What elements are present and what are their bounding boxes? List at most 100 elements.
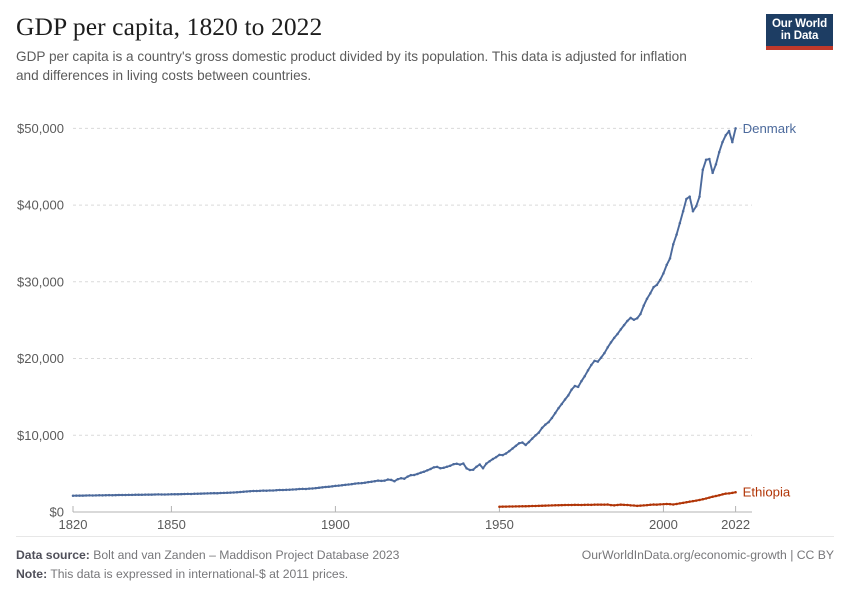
series-point [573,503,577,507]
series-point [619,503,623,506]
series-point [193,492,196,496]
series-point [642,304,645,307]
series-point [491,457,495,461]
series-point [612,336,616,340]
y-axis-tick-label: $0 [50,505,64,520]
series-point [481,467,485,470]
series-point [150,493,153,496]
series-point [635,504,639,508]
series-point [731,491,734,495]
series-point [658,278,662,282]
series-point [311,487,314,490]
series-point [111,493,114,497]
series-point [357,482,360,485]
series-point [537,431,541,434]
series-point [452,462,455,466]
series-point [524,505,527,508]
series-point [675,502,678,506]
x-axis-tick-label: 2000 [649,517,678,532]
series-point [514,505,518,508]
series-point [622,323,626,327]
x-axis [72,506,752,513]
series-point [84,494,88,497]
series-point [685,197,688,201]
series-point [586,369,590,372]
series-point [196,492,199,495]
series-point [117,493,121,497]
series-point [301,487,304,491]
series-point [324,485,327,489]
owid-logo[interactable]: Our World in Data [766,14,833,50]
series-point [422,470,426,473]
series-point [327,485,331,489]
series-point [668,502,672,506]
series-point [504,505,508,508]
series-point [603,351,606,355]
series-point [573,384,577,388]
series-point [419,471,422,474]
series-point [225,491,229,495]
series-point [222,491,226,495]
series-point [619,328,623,331]
series-point [124,493,127,497]
series-point [530,437,534,440]
series-point [229,491,232,494]
series-point [376,479,380,482]
series-point [698,498,701,502]
series-point [694,499,698,502]
series-point [734,127,737,130]
page-title: GDP per capita, 1820 to 2022 [16,12,323,41]
series-point [350,482,354,486]
series-point [508,449,511,453]
series-point [583,503,586,507]
series-point [626,319,629,323]
series-point [635,317,639,320]
series-point [206,492,209,495]
series-point [606,346,609,349]
series-label-denmark[interactable]: Denmark [743,121,797,136]
series-point [688,195,691,198]
series-point [94,494,98,497]
series-point [678,221,682,225]
source-text: Bolt and van Zanden – Maddison Project D… [89,548,400,563]
series-point [337,484,340,487]
series-point [248,489,252,493]
series-point [570,388,573,391]
series-line[interactable] [72,127,737,497]
series-point [478,463,481,466]
series-point [544,423,547,426]
series-point [688,500,691,503]
series-point [642,504,645,507]
series-point [521,505,524,508]
series-point [658,503,662,506]
series-point [701,498,705,501]
series-point [540,504,544,507]
series-point [232,491,235,494]
series-point [721,140,724,144]
series-point [163,493,167,496]
series-point [88,494,91,497]
series-point [580,379,583,383]
series-label-ethiopia[interactable]: Ethiopia [743,485,791,500]
series-point [501,505,504,508]
series-point [475,465,478,468]
series-point [321,486,324,489]
series-point [294,488,298,491]
attribution-link[interactable]: OurWorldInData.org/economic-growth | CC … [581,548,834,563]
series-point [557,503,560,507]
series-point [724,134,728,137]
series-point [511,447,514,450]
series-point [665,263,668,267]
series-point [714,494,718,498]
series-point [632,318,636,322]
series-point [599,503,603,506]
series-point [396,477,399,481]
series-point [334,484,337,488]
series-point [353,482,357,485]
series-point [432,466,436,469]
series-point [170,493,173,496]
series-point [622,503,626,507]
y-axis-tick-label: $50,000 [17,121,64,136]
series-point [563,398,567,401]
series-point [527,440,531,444]
